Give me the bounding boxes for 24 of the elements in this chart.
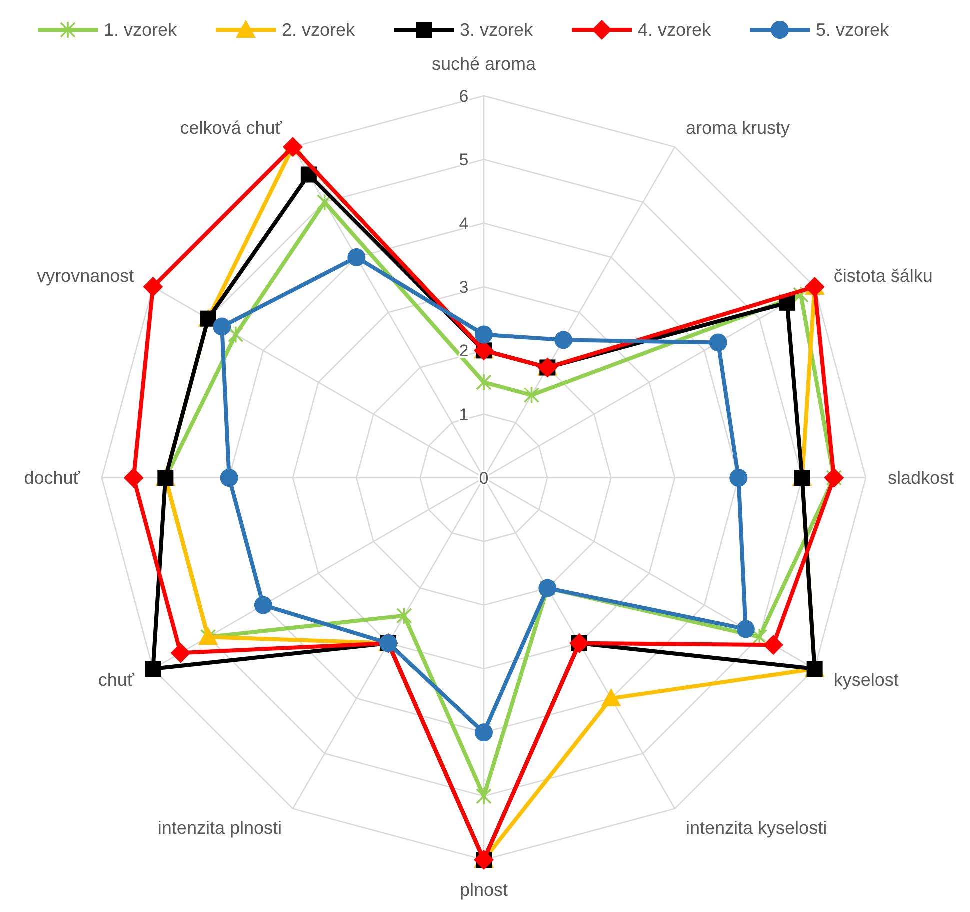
spoke-label: intenzita kyselosti [686, 818, 828, 838]
y-tick-label: 1 [459, 405, 469, 424]
spoke-label: dochuť [24, 468, 80, 488]
spoke-label: vyrovnanost [37, 266, 134, 286]
spoke-label: kyselost [834, 670, 899, 690]
legend-label: 4. vzorek [638, 20, 712, 40]
y-tick-label: 6 [459, 87, 469, 106]
spoke-label: intenzita plnosti [158, 818, 282, 838]
spoke-label: plnost [460, 880, 508, 900]
y-tick-label: 3 [459, 278, 469, 297]
spoke-label: celková chuť [180, 118, 282, 138]
spoke-label: suché aroma [432, 54, 538, 74]
spoke-label: sladkost [888, 468, 954, 488]
y-tick-label: 4 [459, 214, 469, 234]
legend-label: 3. vzorek [460, 20, 534, 40]
legend-label: 2. vzorek [282, 20, 356, 40]
spoke-label: čistota šálku [834, 266, 933, 286]
spoke-label: aroma krusty [686, 118, 790, 138]
y-tick-label: 5 [459, 150, 469, 170]
y-tick-label: 2 [459, 342, 469, 361]
legend-label: 5. vzorek [816, 20, 890, 40]
legend-label: 1. vzorek [104, 20, 178, 40]
y-tick-label: 0 [479, 469, 489, 488]
spoke-label: chuť [98, 670, 134, 690]
